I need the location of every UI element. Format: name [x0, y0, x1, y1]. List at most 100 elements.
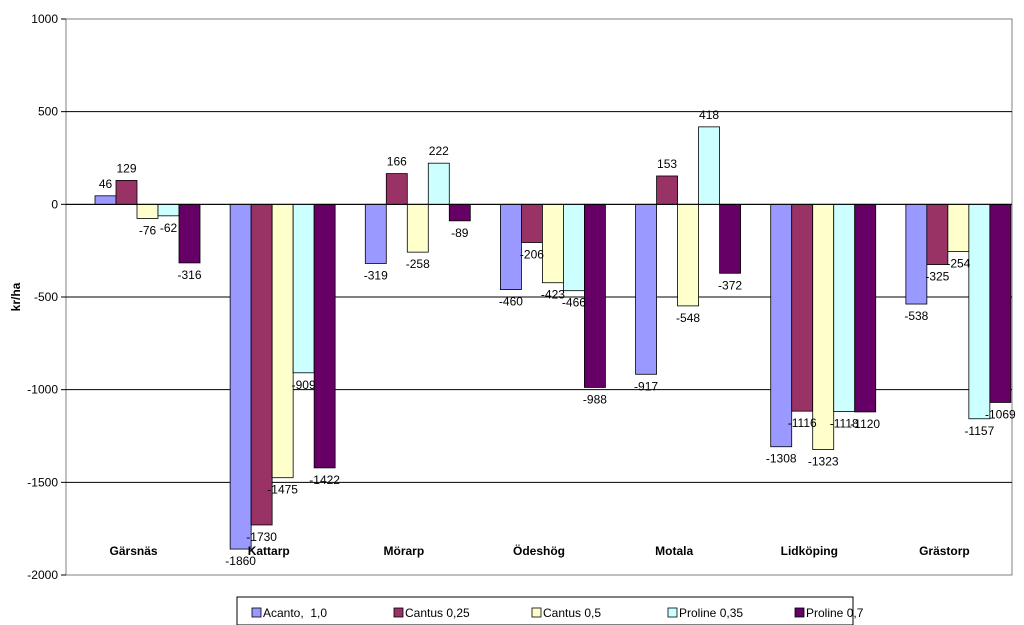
bar — [271, 203, 294, 479]
bar — [94, 195, 117, 205]
category-label: Ödeshög — [513, 543, 565, 558]
data-label: -1120 — [850, 417, 880, 431]
data-label: -206 — [520, 248, 544, 262]
bar — [542, 203, 564, 284]
bar — [635, 203, 657, 375]
bar — [947, 203, 970, 252]
legend-swatch — [667, 607, 678, 618]
data-label: -1730 — [246, 530, 277, 544]
bar — [719, 203, 741, 274]
legend-swatch — [794, 607, 805, 618]
legend-box — [236, 596, 854, 625]
category-labels: Gärsnäs Kattarp Mörarp Ödeshög Motala Lidköpi… — [110, 543, 970, 558]
category-label: Motala — [655, 544, 693, 558]
bar — [770, 203, 793, 448]
data-label: -89 — [451, 226, 469, 240]
data-label: 153 — [657, 157, 677, 171]
bar — [698, 126, 720, 205]
bar — [229, 203, 252, 550]
bar — [385, 173, 408, 205]
bar — [563, 203, 585, 292]
legend-entry: Proline 0,35 — [679, 606, 743, 620]
data-label: -909 — [292, 378, 316, 392]
bar — [926, 203, 949, 265]
category-label: Lidköping — [781, 544, 838, 558]
data-label: 46 — [99, 177, 113, 191]
data-label: -76 — [139, 223, 157, 237]
legend-entry: Cantus 0,25 — [405, 606, 470, 620]
bar — [178, 203, 201, 264]
bar — [250, 203, 273, 526]
data-label: -1157 — [964, 424, 994, 438]
legend-entry: Proline 0,7 — [806, 606, 864, 620]
bar — [854, 203, 877, 413]
category-label: Kattarp — [248, 544, 290, 558]
bar — [656, 175, 678, 205]
data-label: -319 — [364, 268, 388, 282]
data-label: 222 — [429, 144, 449, 158]
bar — [313, 203, 336, 469]
bar — [812, 203, 835, 450]
data-label: -258 — [406, 257, 430, 271]
data-label: -316 — [177, 268, 201, 282]
bar — [406, 203, 429, 253]
data-label: -538 — [904, 309, 928, 323]
data-label: -1116 — [788, 416, 817, 430]
bar — [521, 203, 543, 243]
bar — [427, 162, 450, 205]
data-label: -548 — [676, 311, 700, 325]
bar — [136, 203, 159, 219]
bar — [500, 203, 522, 290]
data-label: -1323 — [808, 455, 839, 469]
legend-swatch — [251, 607, 262, 618]
bars — [94, 126, 1012, 550]
y-axis-title: kr/ha — [9, 282, 23, 311]
bar — [905, 203, 928, 305]
data-label: -325 — [925, 270, 949, 284]
bar — [833, 203, 856, 412]
data-label: 418 — [699, 108, 719, 122]
y-tick-label: 500 — [38, 105, 58, 119]
category-label: Grästorp — [919, 544, 970, 558]
data-label: -62 — [160, 221, 178, 235]
y-tick-label: -1500 — [27, 475, 58, 489]
y-tick-label: -2000 — [27, 568, 58, 582]
category-label: Gärsnäs — [110, 544, 158, 558]
data-label: -988 — [583, 392, 607, 406]
y-tick-label: 1000 — [31, 12, 58, 26]
y-axis-ticks: 1000 500 0 -500 -1000 -1500 -2000 — [27, 12, 66, 582]
data-label: -1069 — [985, 407, 1016, 421]
data-label: -1475 — [267, 483, 298, 497]
data-label: -423 — [541, 288, 565, 302]
y-tick-label: 0 — [51, 197, 58, 211]
category-label: Mörarp — [384, 544, 425, 558]
legend-entry: Cantus 0,5 — [543, 606, 601, 620]
bar — [677, 203, 699, 307]
data-label: -254 — [946, 256, 970, 270]
data-label: -1118 — [830, 417, 859, 431]
bar — [791, 203, 814, 412]
data-label: -372 — [718, 278, 742, 292]
bar — [157, 203, 180, 217]
data-label: -466 — [562, 296, 586, 310]
data-label: -917 — [634, 379, 658, 393]
bar — [989, 203, 1012, 403]
bar — [292, 203, 315, 374]
legend-swatch — [393, 607, 404, 618]
data-label: -1860 — [225, 554, 256, 568]
data-label: -1308 — [766, 452, 797, 466]
data-label: 166 — [387, 155, 407, 169]
bar — [364, 203, 387, 264]
legend-entry: Acanto, 1,0 — [263, 606, 327, 620]
legend-swatch — [531, 607, 542, 618]
bar — [448, 203, 471, 222]
bar — [115, 180, 138, 205]
bar — [968, 203, 991, 420]
data-label: 129 — [116, 161, 136, 175]
data-label: -460 — [499, 295, 523, 309]
y-tick-label: -500 — [34, 290, 58, 304]
legend: Acanto, 1,0 Cantus 0,25 Cantus 0,5 Proline … — [236, 596, 864, 625]
data-labels: 46 -1860 -319 -460 -917 -1308 -538 129 -1730 166 -… — [99, 108, 1016, 568]
